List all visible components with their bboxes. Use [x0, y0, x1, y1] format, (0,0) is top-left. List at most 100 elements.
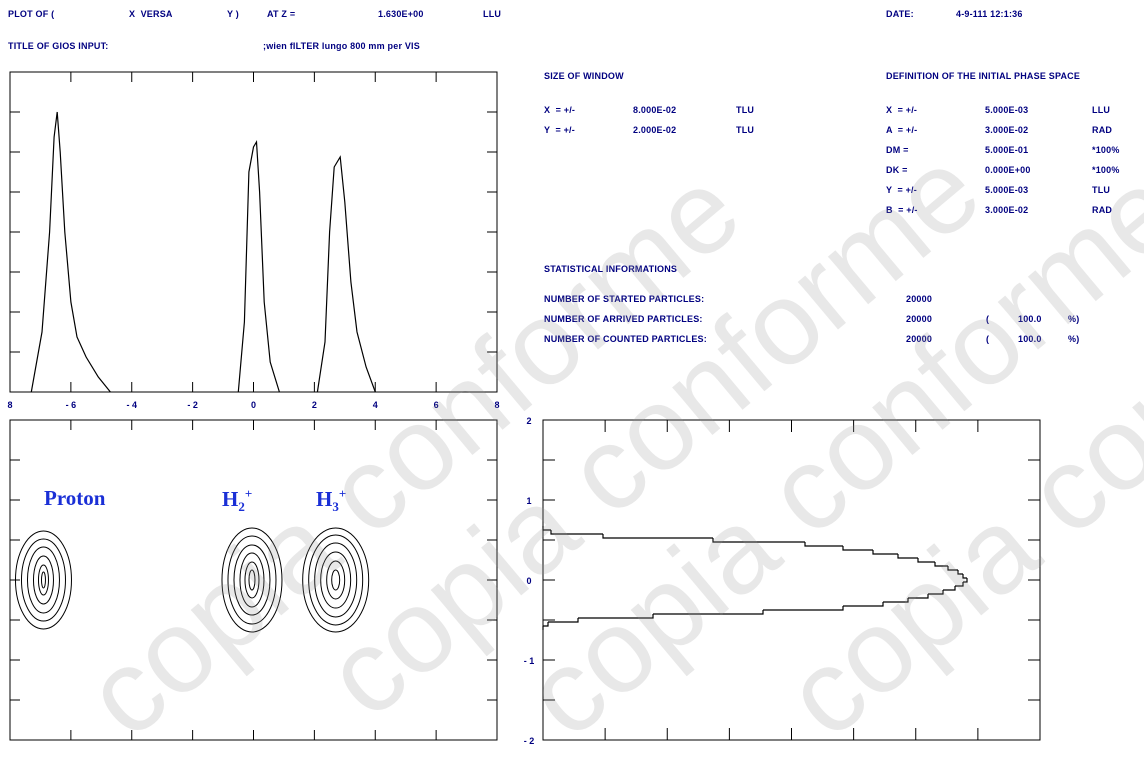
statistics-percent: 100.0 — [1018, 314, 1042, 324]
date-label: DATE: — [886, 9, 914, 19]
xy-contour-plot — [9, 419, 498, 741]
contour-ring — [40, 571, 46, 589]
phase-name: DK = — [886, 165, 908, 175]
phase-unit: TLU — [1092, 185, 1111, 195]
phase-value: 5.000E-01 — [985, 145, 1029, 155]
statistics-label: NUMBER OF ARRIVED PARTICLES: — [544, 314, 703, 324]
statistics-percent: 100.0 — [1018, 334, 1042, 344]
statistics-count: 20000 — [906, 294, 933, 304]
phase-name: X = +/- — [886, 105, 918, 115]
window-y-unit: TLU — [736, 125, 755, 135]
h3-label: H3+ — [316, 486, 346, 515]
contour-ring — [326, 560, 346, 600]
statistics-open-paren: ( — [986, 334, 990, 344]
contour-ring — [14, 530, 72, 630]
y-tick-label: - 2 — [524, 736, 535, 746]
window-x-unit: TLU — [736, 105, 755, 115]
phase-unit: RAD — [1092, 125, 1113, 135]
y-paren-label: Y ) — [227, 9, 239, 19]
date-value: 4-9-111 12:1:36 — [956, 9, 1023, 19]
x-tick-label: - 4 — [127, 400, 138, 410]
phase-name: A = +/- — [886, 125, 918, 135]
gios-title-label: TITLE OF GIOS INPUT: — [8, 41, 109, 51]
x-tick-label: - 6 — [66, 400, 77, 410]
phase-value: 3.000E-02 — [985, 125, 1029, 135]
phase-unit: LLU — [1092, 105, 1111, 115]
y-profile-histogram — [542, 526, 968, 630]
x-tick-label: 0 — [251, 400, 256, 410]
x-profile-peak — [30, 111, 111, 393]
x-versa-label: X VERSA — [129, 9, 173, 19]
phase-name: Y = +/- — [886, 185, 917, 195]
h2-label: H2+ — [222, 486, 252, 515]
phase-value: 0.000E+00 — [985, 165, 1031, 175]
statistics-count: 20000 — [906, 334, 933, 344]
x-profile-plot: 8 - 6 - 4 - 2 0 2 4 6 8 — [7, 71, 500, 410]
contour-ring — [248, 569, 256, 591]
x-profile-peak — [237, 140, 280, 393]
contour-ring — [37, 564, 49, 596]
window-x-value: 8.000E-02 — [633, 105, 677, 115]
contour-ring — [320, 551, 352, 609]
phase-name: B = +/- — [886, 205, 918, 215]
phase-unit: *100% — [1092, 165, 1120, 175]
gios-title-value: ;wien fILTER lungo 800 mm per VIS — [263, 41, 420, 51]
h3-subscript: 3 — [332, 499, 339, 515]
window-x-name: X = +/- — [544, 105, 576, 115]
contour-ring — [32, 555, 54, 605]
h3-letter: H — [316, 487, 333, 511]
plot-of-label: PLOT OF ( — [8, 9, 55, 19]
statistics-heading: STATISTICAL INFORMATIONS — [544, 264, 678, 274]
contour-ring — [244, 561, 260, 599]
contour-ring — [314, 542, 358, 618]
x-profile-peak — [316, 155, 376, 393]
statistics-close-paren: %) — [1068, 314, 1080, 324]
statistics-label: NUMBER OF STARTED PARTICLES: — [544, 294, 705, 304]
h2-subscript: 2 — [238, 499, 245, 515]
y-tick-label: 0 — [526, 576, 531, 586]
proton-label: Proton — [44, 486, 106, 510]
y-tick-label: 1 — [526, 496, 531, 506]
y-tick-label: - 1 — [524, 656, 535, 666]
phase-value: 5.000E-03 — [985, 185, 1029, 195]
x-tick-label: 2 — [312, 400, 317, 410]
statistics-count: 20000 — [906, 314, 933, 324]
window-heading: SIZE OF WINDOW — [544, 71, 624, 81]
contour-ring — [26, 546, 60, 614]
window-y-value: 2.000E-02 — [633, 125, 677, 135]
phase-value: 5.000E-03 — [985, 105, 1029, 115]
phase-unit: *100% — [1092, 145, 1120, 155]
y-tick-label: 2 — [526, 416, 531, 426]
contour-ring — [239, 552, 265, 608]
statistics-label: NUMBER OF COUNTED PARTICLES: — [544, 334, 707, 344]
z-value: 1.630E+00 — [378, 9, 424, 19]
contour-ring — [221, 527, 283, 633]
plot-frame — [542, 419, 1041, 741]
contour-ring — [302, 527, 370, 633]
x-tick-label: 4 — [373, 400, 378, 410]
phase-name: DM = — [886, 145, 909, 155]
contour-ring — [233, 544, 271, 616]
phase-value: 3.000E-02 — [985, 205, 1029, 215]
h3-superscript: + — [338, 486, 347, 501]
contour-ring — [308, 534, 364, 626]
at-z-label: AT Z = — [267, 9, 296, 19]
contour-ring — [331, 569, 341, 591]
statistics-close-paren: %) — [1068, 334, 1080, 344]
x-tick-label: 8 — [7, 400, 12, 410]
h2-superscript: + — [244, 486, 253, 501]
statistics-open-paren: ( — [986, 314, 990, 324]
z-unit: LLU — [483, 9, 502, 19]
x-tick-label: 8 — [494, 400, 499, 410]
contour-ring — [227, 535, 277, 625]
phase-space-heading: DEFINITION OF THE INITIAL PHASE SPACE — [886, 71, 1081, 81]
h2-letter: H — [222, 487, 239, 511]
plot-frame — [9, 419, 498, 741]
plot-frame — [9, 71, 498, 393]
window-y-name: Y = +/- — [544, 125, 575, 135]
y-profile-plot: 2 1 0 - 1 - 2 — [524, 416, 1041, 746]
phase-unit: RAD — [1092, 205, 1113, 215]
contour-ring — [20, 538, 66, 622]
x-tick-label: - 2 — [187, 400, 198, 410]
